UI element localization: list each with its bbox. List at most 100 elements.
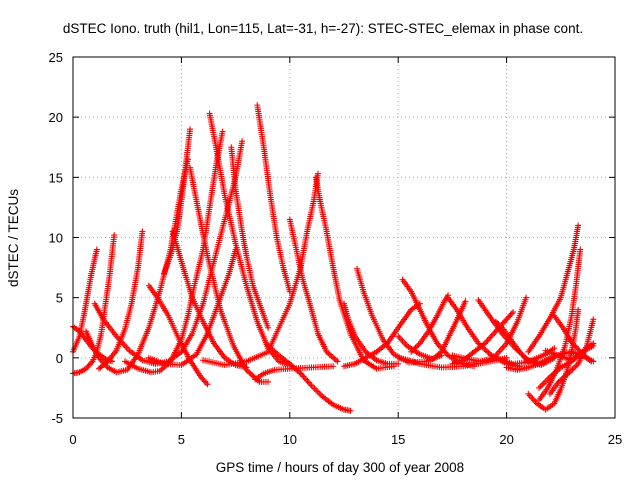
- data-point: [575, 306, 582, 313]
- data-point: [93, 246, 100, 253]
- data-point: [305, 379, 312, 386]
- data-point: [310, 384, 317, 391]
- x-tick-label: 20: [499, 432, 513, 447]
- data-point: [471, 363, 478, 370]
- series-track: [341, 300, 423, 370]
- data-point: [408, 348, 415, 355]
- data-point: [551, 345, 558, 352]
- data-point: [506, 313, 513, 320]
- y-tick-label: 25: [49, 50, 63, 65]
- data-point: [523, 294, 530, 301]
- data-point: [201, 378, 208, 385]
- data-point: [443, 350, 450, 357]
- series-track: [408, 292, 452, 355]
- data-point: [249, 372, 256, 379]
- series-track: [265, 342, 354, 414]
- axis-ticks: 0 5 10 15 20 25 -5 0 5 10 15 20 25: [49, 50, 623, 447]
- data-point: [484, 337, 491, 344]
- data-point: [590, 316, 597, 323]
- series-track: [475, 297, 545, 367]
- y-axis-label: dSTEC / TECUs: [6, 189, 21, 287]
- data-point: [334, 358, 341, 365]
- data-point: [586, 357, 593, 364]
- y-tick-label: 5: [56, 291, 63, 306]
- data-point: [139, 228, 146, 235]
- data-point: [244, 368, 251, 375]
- data-point: [326, 351, 333, 358]
- data-point: [265, 324, 272, 331]
- data-point: [411, 346, 418, 353]
- series-track: [145, 282, 211, 388]
- data-point: [507, 311, 514, 318]
- y-tick-label: 0: [56, 351, 63, 366]
- chart-title: dSTEC Iono. truth (hil1, Lon=115, Lat=-3…: [63, 21, 583, 36]
- data-point: [300, 373, 307, 380]
- data-point: [197, 374, 204, 381]
- data-point: [159, 365, 166, 372]
- data-point: [298, 371, 305, 378]
- series-track: [449, 309, 517, 367]
- data-point: [247, 370, 254, 377]
- data-point: [296, 369, 303, 376]
- data-point: [83, 365, 90, 372]
- y-tick-label: 15: [49, 170, 63, 185]
- x-tick-label: 0: [69, 432, 76, 447]
- data-point: [577, 246, 584, 253]
- data-point: [187, 126, 194, 133]
- data-point: [482, 347, 489, 354]
- data-point: [111, 232, 118, 239]
- data-point: [265, 378, 272, 385]
- data-point: [308, 382, 315, 389]
- data-point: [301, 374, 308, 381]
- series-track: [525, 222, 582, 355]
- data-point: [313, 387, 320, 394]
- data-point: [502, 317, 509, 324]
- data-point: [219, 128, 226, 135]
- series-track: [228, 144, 272, 331]
- data-point: [243, 366, 250, 373]
- data-point: [239, 138, 246, 145]
- y-tick-label: 20: [49, 110, 63, 125]
- series-track: [252, 363, 337, 383]
- data-point: [395, 360, 402, 367]
- data-point: [570, 365, 577, 372]
- data-point: [590, 342, 597, 349]
- data-point: [483, 338, 490, 345]
- data-point: [316, 390, 323, 397]
- data-point: [199, 375, 206, 382]
- data-point: [84, 364, 91, 371]
- series-track: [341, 300, 402, 367]
- data-point: [437, 350, 444, 357]
- data-point: [246, 369, 253, 376]
- data-point: [307, 381, 314, 388]
- data-point: [573, 362, 580, 369]
- series-track: [200, 170, 321, 369]
- y-tick-label: 10: [49, 231, 63, 246]
- data-point: [88, 359, 95, 366]
- data-point: [487, 334, 494, 341]
- data-point: [297, 370, 304, 377]
- data-point: [510, 309, 517, 316]
- series-track: [70, 232, 118, 377]
- series-track: [286, 216, 341, 365]
- series-track: [254, 102, 293, 295]
- series-track: [546, 316, 597, 397]
- data-point: [566, 369, 573, 376]
- data-point: [539, 381, 546, 388]
- data-point: [491, 329, 498, 336]
- plot-frame: [72, 56, 616, 419]
- data-point: [331, 355, 338, 362]
- series-track: [91, 138, 246, 367]
- data-point: [503, 316, 510, 323]
- data-point: [311, 385, 318, 392]
- data-point: [588, 358, 595, 365]
- data-point: [484, 348, 491, 355]
- data-point: [103, 359, 110, 366]
- data-point: [330, 363, 337, 370]
- data-point: [200, 376, 207, 383]
- series-track: [187, 164, 272, 385]
- data-point: [504, 314, 511, 321]
- data-point: [485, 349, 492, 356]
- data-point: [485, 335, 492, 342]
